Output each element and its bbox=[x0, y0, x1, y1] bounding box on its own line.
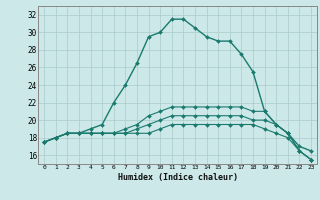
X-axis label: Humidex (Indice chaleur): Humidex (Indice chaleur) bbox=[118, 173, 238, 182]
